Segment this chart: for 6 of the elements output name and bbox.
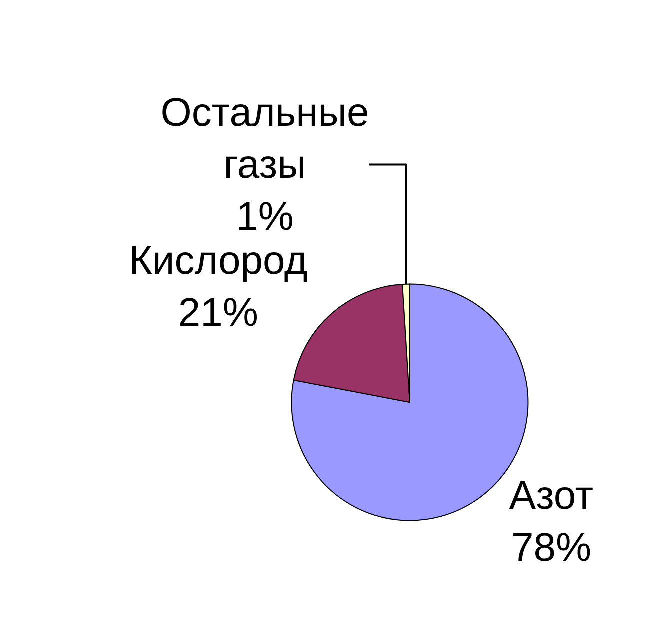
slice-label: Остальные газы [160,90,370,187]
data-label: 21% [178,290,258,335]
data-label: 78% [511,526,592,570]
slice-label: Азот [509,474,594,518]
slice-label: Кислород [129,238,308,283]
data-label: 1% [236,194,294,239]
